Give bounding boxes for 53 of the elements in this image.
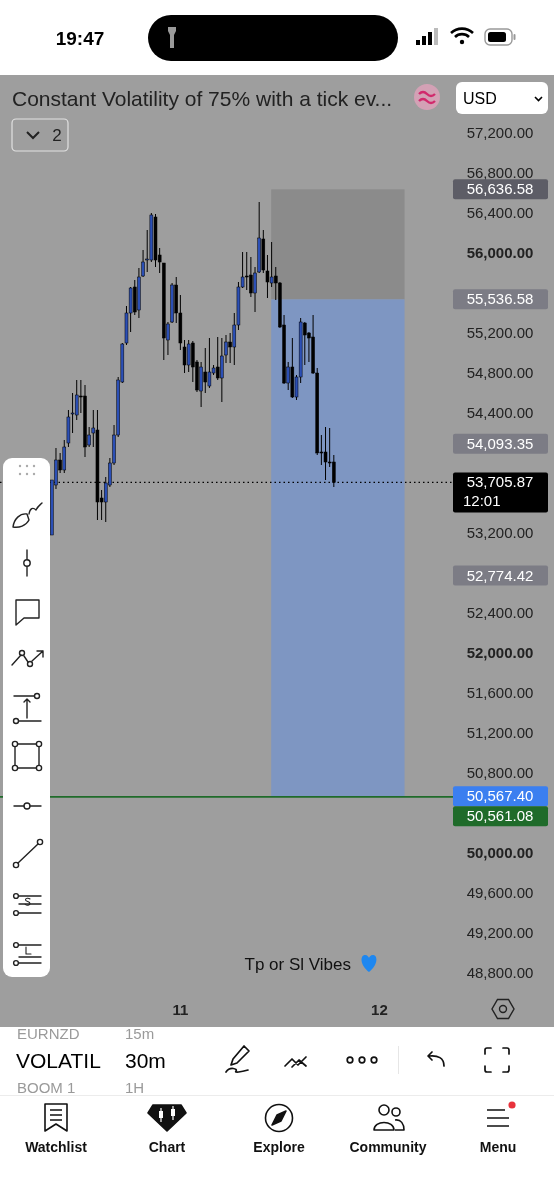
candlestick: [249, 256, 253, 298]
text: EURNZD: [17, 1025, 80, 1042]
y-tick-label: 54,400.00: [466, 404, 534, 421]
text: USD: [463, 90, 497, 107]
x-tick-label: 12: [371, 1001, 388, 1018]
x-tick-label: 11: [172, 1001, 189, 1018]
y-tick-label: 48,800.00: [466, 964, 534, 981]
text: 1H: [125, 1079, 145, 1096]
text: Menu: [479, 1139, 517, 1155]
candlestick: [203, 347, 208, 394]
y-tick-label: 50,800.00: [466, 764, 534, 781]
text: 30m: [125, 1049, 166, 1072]
chart-title: Constant Volatility of 75% with a tick ev...: [12, 87, 393, 110]
y-tick-label: 50,000.00: [466, 844, 534, 861]
ref-line-label: 53,705.87: [466, 473, 534, 491]
candlestick: [199, 361, 203, 408]
y-tick-label: 56,000.00: [466, 244, 534, 261]
y-tick-label: 57,200.00: [466, 124, 534, 141]
text: BOOM 1: [17, 1079, 76, 1096]
y-tick-label: 49,200.00: [466, 924, 534, 941]
text: Chart: [148, 1139, 186, 1155]
y-tick-label: 53,200.00: [466, 524, 534, 541]
y-tick-label: 51,600.00: [466, 684, 534, 701]
y-tick-label: 56,800.00: [466, 164, 534, 181]
annotation: Tp or Sl Vibes: [244, 955, 351, 974]
text: 12:01: [463, 492, 501, 510]
candlestick: [244, 251, 249, 291]
candlestick: [186, 339, 191, 373]
annotation: 2: [52, 126, 62, 145]
ref-line-label: 50,561.08: [466, 807, 534, 825]
text: 55,536.58: [466, 290, 534, 308]
candlestick: [332, 454, 336, 488]
candlestick: [74, 379, 79, 421]
text: 15m: [125, 1025, 155, 1042]
y-tick-label: 51,200.00: [466, 724, 534, 741]
text: Watchlist: [25, 1139, 88, 1155]
text: 19:47: [55, 28, 105, 49]
candlestick: [220, 337, 224, 403]
text: Community: [349, 1139, 427, 1155]
text: 52,774.42: [466, 566, 534, 584]
text: 56,636.58: [466, 180, 534, 198]
y-tick-label: 52,400.00: [466, 604, 534, 621]
y-tick-label: 56,400.00: [466, 204, 534, 221]
y-tick-label: 49,600.00: [466, 884, 534, 901]
y-tick-label: 55,200.00: [466, 324, 534, 341]
candlestick: [323, 426, 328, 481]
text: 54,093.35: [466, 434, 534, 452]
text: 50,567.40: [466, 787, 534, 805]
y-tick-label: 54,800.00: [466, 364, 534, 381]
text: Explore: [253, 1139, 305, 1155]
candlestick: [207, 337, 212, 389]
y-tick-label: 52,000.00: [466, 644, 534, 661]
text: VOLATIL: [16, 1049, 101, 1072]
